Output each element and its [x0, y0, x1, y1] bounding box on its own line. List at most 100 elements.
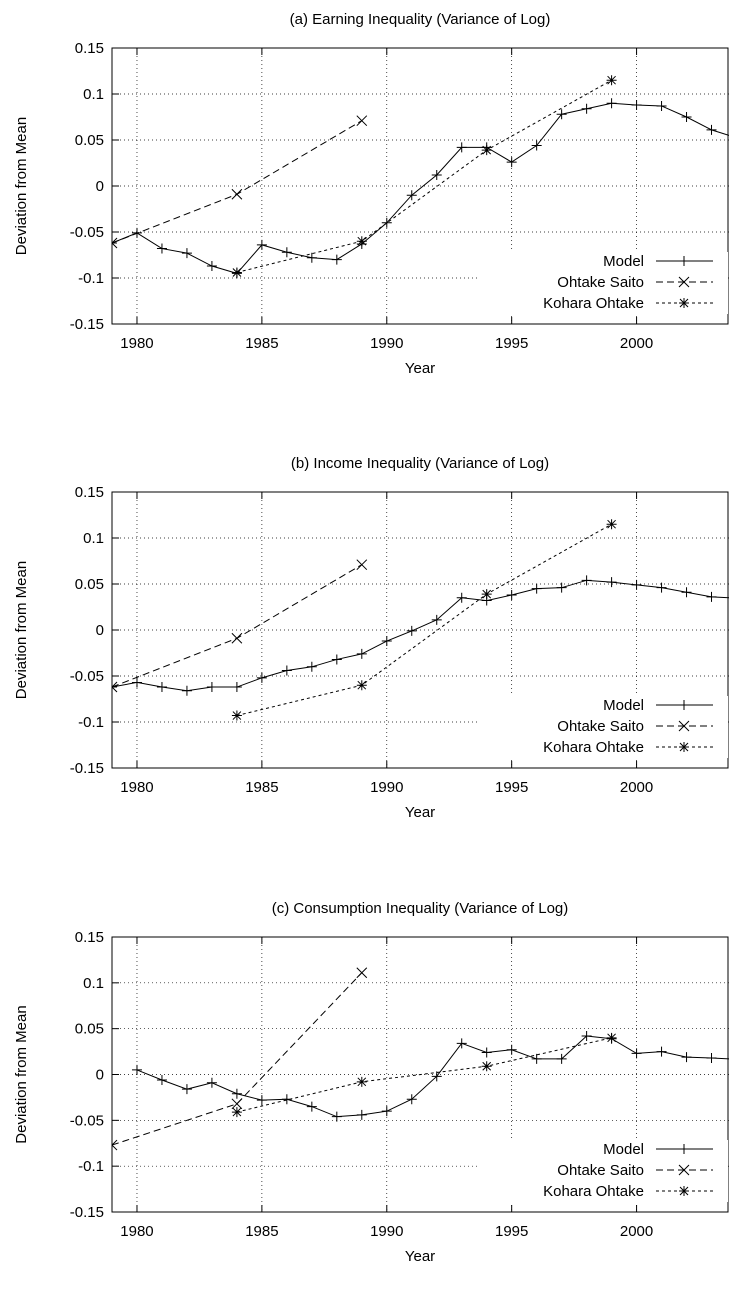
data-point: [331, 254, 342, 265]
data-point: [681, 1052, 692, 1063]
legend-label: Ohtake Saito: [557, 718, 644, 735]
data-point: [231, 710, 242, 721]
legend-background: [478, 696, 728, 758]
x-tick-label: 2000: [620, 779, 653, 796]
data-point: [481, 145, 492, 156]
data-point: [431, 1071, 442, 1082]
series-kohara-ohtake: [231, 75, 617, 278]
legend-marker: [679, 700, 689, 710]
series-kohara-ohtake: [231, 1032, 617, 1118]
data-point: [531, 140, 542, 151]
y-axis-label: Deviation from Mean: [13, 117, 30, 255]
data-point: [231, 632, 243, 644]
legend-marker: [678, 1164, 690, 1176]
data-point: [356, 1109, 367, 1120]
x-tick-label: 2000: [620, 1223, 653, 1240]
data-point: [306, 252, 317, 263]
y-tick-label: 0: [96, 1067, 104, 1084]
series-line: [112, 120, 363, 244]
data-point: [631, 100, 642, 111]
y-tick-label: 0.1: [83, 975, 104, 992]
chart-panel-b: (b) Income Inequality (Variance of Log) 0…: [13, 455, 729, 821]
data-point: [131, 1064, 142, 1075]
data-point: [431, 169, 442, 180]
data-point: [231, 1107, 242, 1118]
y-tick-label: -0.15: [70, 1204, 104, 1221]
data-point: [581, 103, 592, 114]
data-point: [331, 654, 342, 665]
data-point: [231, 267, 242, 278]
chart-title: (c) Consumption Inequality (Variance of …: [272, 900, 569, 917]
data-point: [181, 1084, 192, 1095]
y-tick-label: 0.1: [83, 530, 104, 547]
data-point: [656, 582, 667, 593]
data-point: [706, 591, 717, 602]
series-ohtake-saito: [112, 967, 368, 1151]
x-tick-label: 1990: [370, 335, 403, 352]
y-axis-label: Deviation from Mean: [13, 561, 30, 699]
series-line: [112, 564, 363, 688]
x-axis-label: Year: [405, 1248, 435, 1265]
data-point: [531, 583, 542, 594]
data-point: [506, 1044, 517, 1055]
chart-panel-a: (a) Earning Inequality (Variance of Log)…: [13, 11, 729, 377]
y-tick-label: -0.05: [70, 668, 104, 685]
series-model: [112, 98, 729, 279]
data-point: [356, 236, 367, 247]
data-point: [206, 261, 217, 272]
data-point: [306, 1101, 317, 1112]
y-tick-label: 0.1: [83, 86, 104, 103]
data-point: [356, 115, 368, 127]
data-point: [406, 1094, 417, 1105]
data-point: [556, 1053, 567, 1064]
legend-background: [478, 252, 728, 314]
data-point: [256, 239, 267, 250]
data-point: [356, 1076, 367, 1087]
y-tick-label: 0.05: [75, 132, 104, 149]
y-tick-label: -0.15: [70, 760, 104, 777]
legend-marker: [679, 742, 689, 752]
series-line: [236, 1037, 612, 1113]
data-point: [356, 559, 368, 571]
y-tick-label: -0.1: [78, 270, 104, 287]
data-point: [206, 1077, 217, 1088]
data-point: [431, 614, 442, 625]
x-tick-label: 1980: [120, 335, 153, 352]
x-tick-label: 1990: [370, 1223, 403, 1240]
legend-marker: [678, 276, 690, 288]
data-point: [112, 682, 117, 693]
data-point: [156, 682, 167, 693]
y-tick-label: 0.15: [75, 929, 104, 946]
chart-title: (b) Income Inequality (Variance of Log): [291, 455, 549, 472]
data-point: [606, 75, 617, 86]
y-tick-label: 0.15: [75, 484, 104, 501]
series-ohtake-saito: [112, 115, 368, 249]
data-point: [706, 1053, 717, 1063]
x-tick-label: 1985: [245, 335, 278, 352]
data-point: [406, 190, 417, 201]
data-point: [381, 217, 392, 228]
series-ohtake-saito: [112, 559, 368, 693]
legend-label: Ohtake Saito: [557, 1162, 644, 1179]
data-point: [581, 575, 592, 586]
data-point: [112, 238, 117, 249]
data-point: [356, 648, 367, 659]
legend-marker: [679, 1144, 689, 1154]
series-line: [236, 79, 612, 273]
data-point: [181, 248, 192, 259]
legend-label: Model: [603, 697, 644, 714]
y-tick-label: -0.05: [70, 1112, 104, 1129]
data-point: [606, 519, 617, 530]
data-point: [231, 188, 243, 200]
series-line: [236, 523, 612, 717]
data-point: [706, 124, 717, 135]
series-kohara-ohtake: [231, 519, 617, 721]
y-tick-label: -0.1: [78, 714, 104, 731]
chart-title: (a) Earning Inequality (Variance of Log): [290, 11, 551, 28]
data-point: [606, 98, 617, 109]
x-axis-label: Year: [405, 804, 435, 821]
y-tick-label: 0: [96, 178, 104, 195]
legend-label: Model: [603, 253, 644, 270]
data-point: [381, 636, 392, 647]
x-axis-label: Year: [405, 360, 435, 377]
